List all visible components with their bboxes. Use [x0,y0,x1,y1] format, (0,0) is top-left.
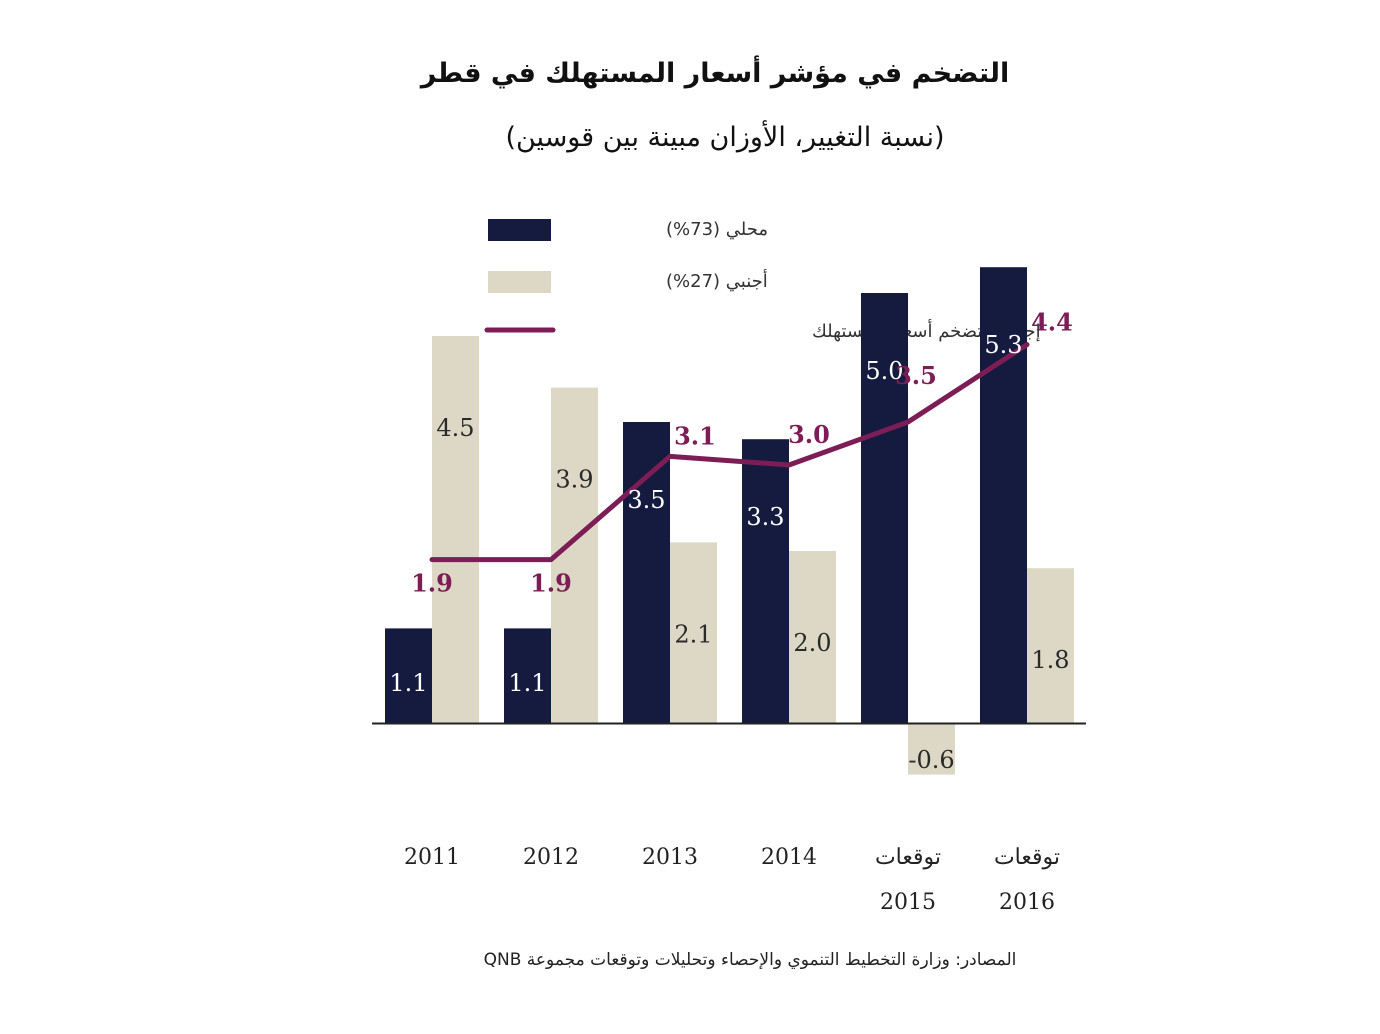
chart-title: التضخم في مؤشر أسعار المستهلك في قطر [420,58,1010,89]
x-tick-label: 2011 [404,845,460,870]
data-label-local: 5.3 [984,331,1022,359]
data-label-foreign: 2.0 [793,629,831,657]
x-tick-label: 2014 [761,845,817,870]
legend-label-foreign: أجنبي (27%) [666,269,768,292]
data-label-total: 3.5 [895,361,937,390]
bar-foreign [908,723,955,775]
x-tick-label: 2012 [523,845,579,870]
data-label-foreign: 3.9 [555,466,593,494]
label-layer: 1.1 4.5 1.1 3.9 3.5 2.1 3.3 2.0 5.0 -0.6 5.3 1.8 1.9… [389,308,1072,774]
data-label-total: 3.1 [674,421,716,450]
x-tick-label-year: 2015 [880,890,936,915]
x-tick-label: توقعات [875,845,941,870]
data-label-total: 1.9 [530,569,572,598]
bar-local [861,293,908,723]
data-label-foreign: 1.8 [1031,646,1069,674]
data-label-local: 1.1 [389,669,427,697]
data-label-foreign: 2.1 [674,620,712,648]
chart-subtitle: (نسبة التغيير، الأوزان مبينة بين قوسين) [505,122,945,153]
data-label-local: 3.3 [746,503,784,531]
legend-label-local: محلي (73%) [666,219,768,240]
bar-layer [385,267,1074,775]
legend-swatch-foreign [488,271,551,293]
line-total [429,342,1030,563]
bar-foreign [1027,568,1074,723]
x-tick-label: 2013 [642,845,698,870]
data-label-local: 1.1 [508,669,546,697]
source-note: المصادر: وزارة التخطيط التنموي والإحصاء … [483,950,1017,970]
legend-swatch-local [488,219,551,241]
bar-local [504,628,551,723]
bar-local [385,628,432,723]
bar-foreign [670,542,717,723]
data-label-foreign: 4.5 [436,414,474,442]
data-label-total: 1.9 [411,569,453,598]
x-tick-label: توقعات [994,845,1060,870]
bar-foreign [432,336,479,723]
bar-foreign [789,551,836,723]
data-label-foreign: -0.6 [908,746,954,774]
data-label-local: 5.0 [865,357,903,385]
data-label-local: 3.5 [627,486,665,514]
bar-local [980,267,1027,723]
bar-local [623,422,670,723]
line-layer [429,342,1030,563]
x-axis-labels: 2011 2012 2013 2014 توقعات 2015 توقعات 2016 [404,845,1060,915]
data-label-total: 3.0 [788,420,830,449]
x-tick-label-year: 2016 [999,890,1055,915]
chart-legend: محلي (73%) أجنبي (27%) إجمالي تضخم أسعار… [484,219,1041,342]
bar-local [742,439,789,723]
data-label-total: 4.4 [1031,308,1073,337]
